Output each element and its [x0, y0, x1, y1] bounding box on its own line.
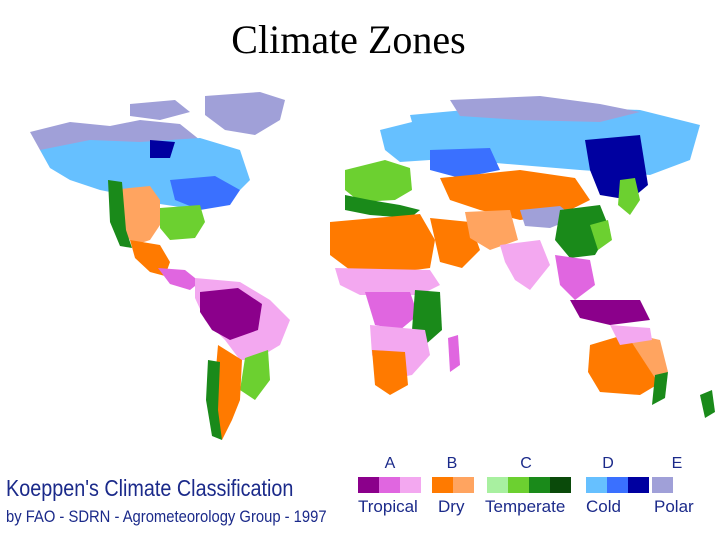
- sahara-desert: [330, 214, 435, 272]
- page-title: Climate Zones: [231, 17, 466, 62]
- canada-cold-dark-region: [150, 140, 175, 158]
- chile-temperate: [206, 360, 222, 440]
- legend-swatch: [529, 477, 550, 493]
- eastern-canada-cold-mid: [170, 176, 240, 210]
- legend-swatch: [586, 477, 607, 493]
- central-america-tropical: [158, 268, 200, 290]
- new-zealand-temperate: [700, 390, 715, 418]
- legend-swatch: [628, 477, 649, 493]
- russia-cold-mid: [430, 148, 500, 178]
- central-africa-rainforest: [365, 292, 418, 330]
- australia-steppe: [625, 332, 668, 378]
- arabia-desert: [430, 218, 480, 268]
- world-climate-map: [30, 92, 715, 440]
- legend-group-label: Temperate: [485, 497, 566, 516]
- mediterranean-temperate: [345, 195, 420, 218]
- india-savanna: [500, 240, 550, 290]
- madagascar-tropical: [448, 335, 460, 372]
- kalahari-desert: [372, 350, 408, 395]
- legend-swatch: [379, 477, 400, 493]
- legend-group-letter: A: [384, 455, 396, 472]
- japan-temperate: [618, 178, 640, 215]
- legend-caption-title: Koeppen's Climate Classification: [6, 475, 294, 501]
- legend-swatch: [432, 477, 453, 493]
- indonesia-rainforest: [570, 300, 650, 325]
- brazil-temperate: [240, 350, 270, 400]
- legend-swatch: [508, 477, 529, 493]
- legend-group-letter: E: [671, 455, 683, 472]
- legend-group-label: Cold: [586, 497, 621, 516]
- legend-group-label: Tropical: [358, 497, 418, 516]
- siberia-cold-dark: [585, 135, 648, 200]
- legend-swatch: [487, 477, 508, 493]
- sahel-savanna: [335, 268, 440, 295]
- legend-swatch: [550, 477, 571, 493]
- legend-swatch: [652, 477, 673, 493]
- legend-group-letter: B: [446, 455, 458, 472]
- europe-temperate: [345, 160, 412, 202]
- east-australia-temperate: [652, 372, 668, 405]
- greenland-polar: [205, 92, 285, 135]
- north-australia-savanna: [610, 325, 652, 345]
- legend-caption-credit: by FAO - SDRN - Agrometeorology Group - …: [6, 507, 327, 526]
- mexico-dry: [130, 240, 170, 276]
- east-china-temperate-light: [590, 220, 612, 250]
- china-temperate: [555, 205, 610, 258]
- amazon-rainforest: [200, 288, 262, 340]
- legend-swatch: [607, 477, 628, 493]
- legend-swatch: [358, 477, 379, 493]
- legend-swatch: [400, 477, 421, 493]
- eastern-usa-temperate: [160, 205, 205, 240]
- iran-desert: [465, 210, 518, 250]
- pacific-coast-temperate: [108, 180, 132, 248]
- southern-cone-dry: [215, 345, 242, 440]
- legend-group-letter: D: [602, 455, 614, 472]
- legend-group-label: Dry: [438, 497, 465, 516]
- legend-group-label: Polar: [654, 497, 694, 516]
- southeast-asia-tropical: [555, 255, 595, 300]
- arctic-russia-polar: [450, 96, 640, 122]
- legend-group-letter: C: [520, 455, 532, 472]
- legend-swatch: [453, 477, 474, 493]
- arctic-islands-polar: [130, 100, 190, 120]
